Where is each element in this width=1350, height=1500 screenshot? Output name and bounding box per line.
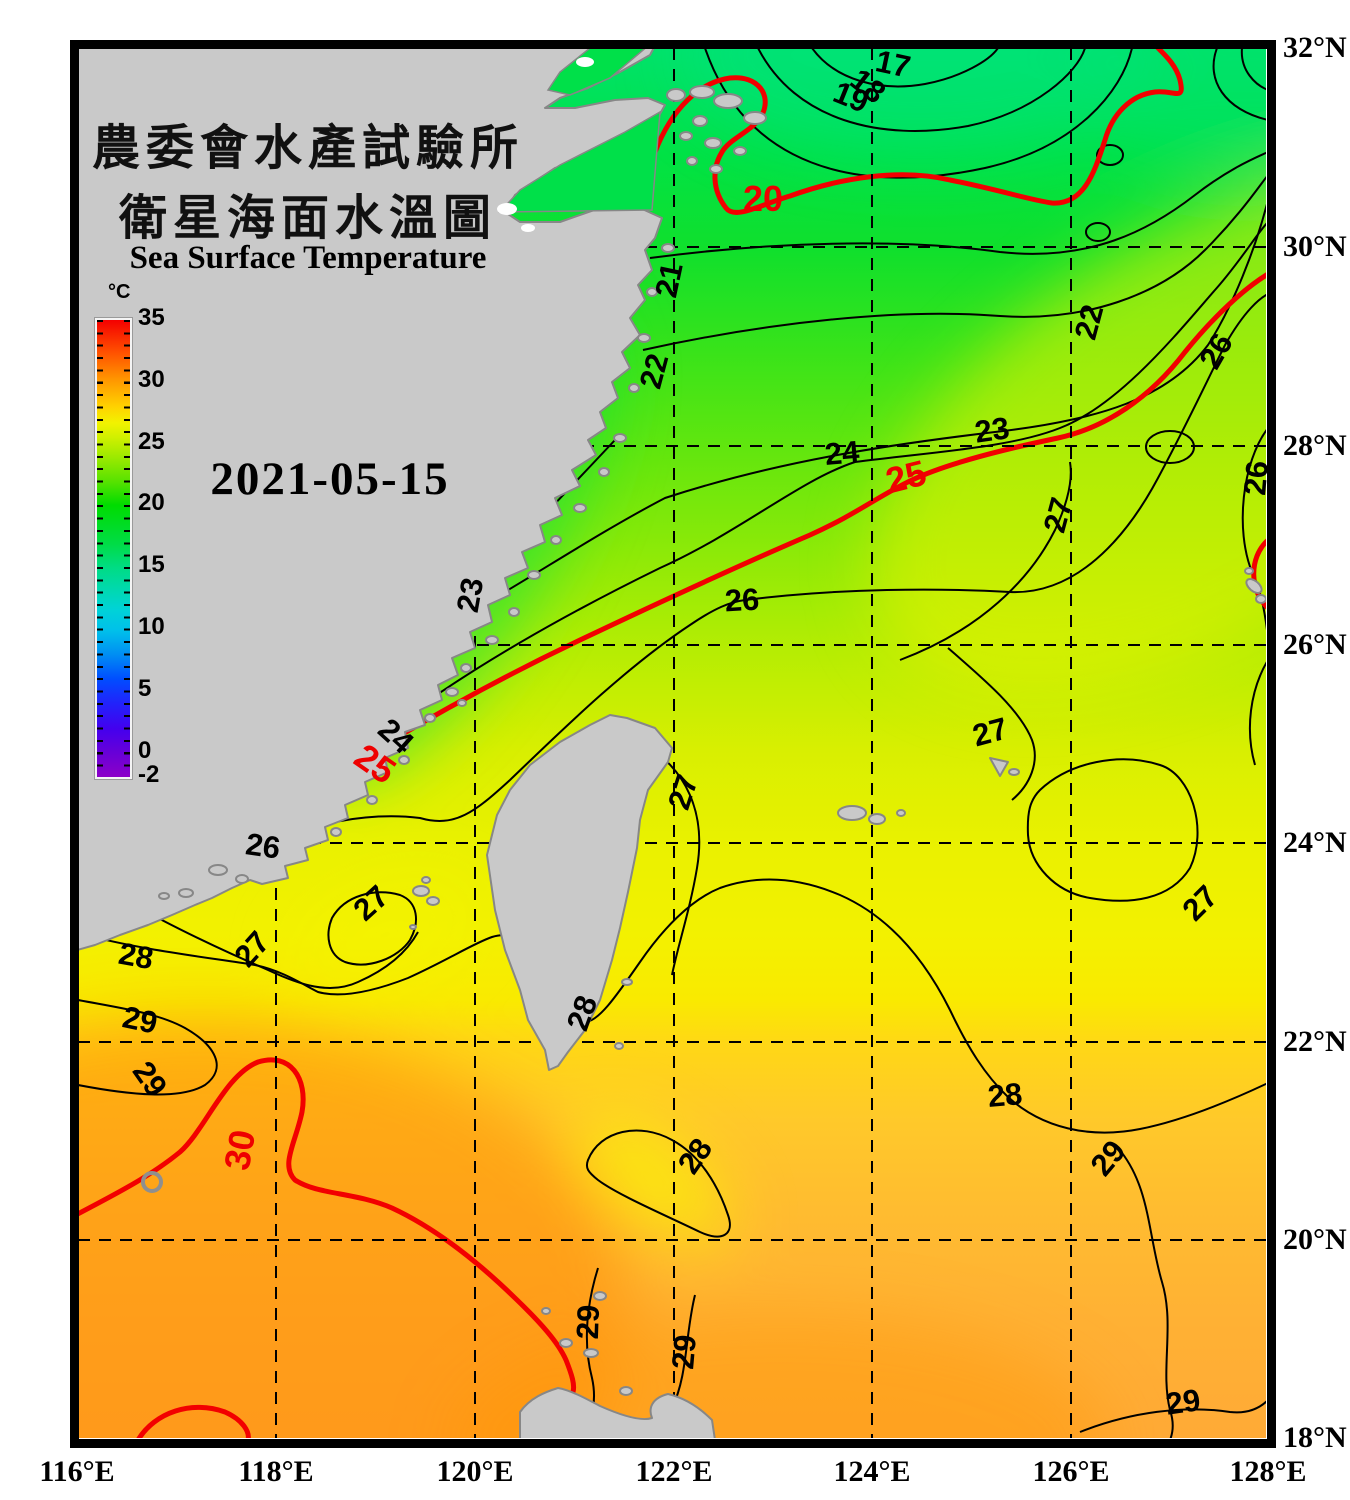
colorbar-tick-label: 0 bbox=[138, 737, 152, 764]
cool-corner-northeast bbox=[1085, 49, 1266, 165]
estuaries bbox=[497, 49, 661, 232]
latitude-tick-label: 26°N bbox=[1283, 628, 1347, 661]
map-border bbox=[70, 40, 1276, 1448]
colorbar-ticks-right bbox=[124, 320, 130, 777]
warm-tongue-northeast bbox=[870, 166, 1266, 694]
colorbar-tick-label: 25 bbox=[138, 428, 165, 455]
hangzhou-bay bbox=[498, 110, 661, 213]
longitude-tick-label: 128°E bbox=[1229, 1455, 1307, 1488]
isotherm-value-label: 29 bbox=[569, 1304, 607, 1340]
isotherm-value-label: 23 bbox=[449, 574, 491, 616]
longitude-tick-label: 116°E bbox=[39, 1455, 115, 1488]
latitude-tick-label: 18°N bbox=[1283, 1421, 1347, 1454]
isotherm-value-label: 26 bbox=[243, 826, 283, 866]
temperature-colorbar bbox=[94, 317, 133, 780]
map-date: 2021-05-15 bbox=[210, 453, 450, 505]
colorbar-tick-label: 15 bbox=[138, 551, 165, 578]
latitude-tick-label: 30°N bbox=[1283, 230, 1347, 263]
cloud-patch bbox=[576, 57, 594, 67]
cloud-patch bbox=[497, 203, 517, 215]
isotherm-value-label: 22 bbox=[632, 349, 676, 393]
longitude-tick-label: 124°E bbox=[833, 1455, 911, 1488]
taiwan-island bbox=[486, 714, 673, 1071]
warm-patch-southeast-taiwan bbox=[580, 1117, 730, 1243]
isotherm-value-label: 27 bbox=[1036, 493, 1080, 537]
isotherm-value-label: 26 bbox=[1237, 459, 1275, 497]
cloud-patch bbox=[521, 224, 535, 232]
title-english: Sea Surface Temperature bbox=[129, 240, 487, 276]
longitude-tick-label: 126°E bbox=[1032, 1455, 1110, 1488]
isotherm-value-label: 23 bbox=[972, 410, 1012, 450]
colorbar-tick-label: 10 bbox=[138, 613, 165, 640]
colorbar-unit-label: °C bbox=[108, 281, 131, 303]
colorbar-tick-label: 20 bbox=[138, 489, 165, 516]
latitude-tick-label: 24°N bbox=[1283, 826, 1347, 859]
isotherm-value-label: 29 bbox=[1163, 1382, 1203, 1422]
luzon-island bbox=[519, 1387, 716, 1438]
colorbar-tick-label: 35 bbox=[138, 304, 165, 331]
isotherm-value-label: 28 bbox=[115, 935, 157, 977]
isotherm-value-label: 30 bbox=[215, 1126, 264, 1174]
isotherm-value-label: 24 bbox=[823, 434, 861, 472]
colorbar-ticks-left bbox=[97, 320, 103, 777]
cold-pocket-north bbox=[680, 49, 1160, 155]
longitude-tick-label: 122°E bbox=[635, 1455, 713, 1488]
colorbar-tick-label: 5 bbox=[138, 675, 152, 702]
isotherm-value-label: 21 bbox=[648, 259, 690, 301]
title-chinese-line2: 衛星海面水溫圖 bbox=[118, 192, 497, 245]
title-chinese-line1: 農委會水產試驗所 bbox=[91, 122, 524, 175]
isotherm-value-label: 27 bbox=[968, 710, 1012, 754]
isotherm-value-label: 22 bbox=[1067, 300, 1111, 344]
isotherm-value-label: 29 bbox=[119, 999, 161, 1041]
yangtze-estuary bbox=[546, 49, 646, 96]
latitude-tick-label: 22°N bbox=[1283, 1025, 1347, 1058]
isotherm-value-label: 28 bbox=[986, 1076, 1024, 1114]
warm-pool-southwest bbox=[79, 1020, 630, 1438]
black-isotherms bbox=[79, 49, 1266, 1438]
longitude-tick-label: 118°E bbox=[238, 1455, 314, 1488]
isotherm-value-label: 20 bbox=[742, 178, 784, 219]
land-masses bbox=[79, 49, 1266, 1438]
dongsha-atoll bbox=[141, 1171, 163, 1193]
red-isotherms bbox=[79, 49, 1266, 1438]
isotherm-value-label: 25 bbox=[881, 451, 931, 502]
isotherm-value-label: 29 bbox=[665, 1333, 703, 1371]
longitude-tick-label: 120°E bbox=[436, 1455, 514, 1488]
colorbar-tick-label: 30 bbox=[138, 366, 165, 393]
latitude-tick-label: 28°N bbox=[1283, 429, 1347, 462]
latitude-tick-label: 20°N bbox=[1283, 1223, 1347, 1256]
warm-pool-south bbox=[450, 1315, 1110, 1438]
isotherm-value-label: 26 bbox=[723, 581, 761, 619]
colorbar-tick-label: -2 bbox=[138, 761, 160, 788]
latitude-tick-label: 32°N bbox=[1283, 31, 1347, 64]
